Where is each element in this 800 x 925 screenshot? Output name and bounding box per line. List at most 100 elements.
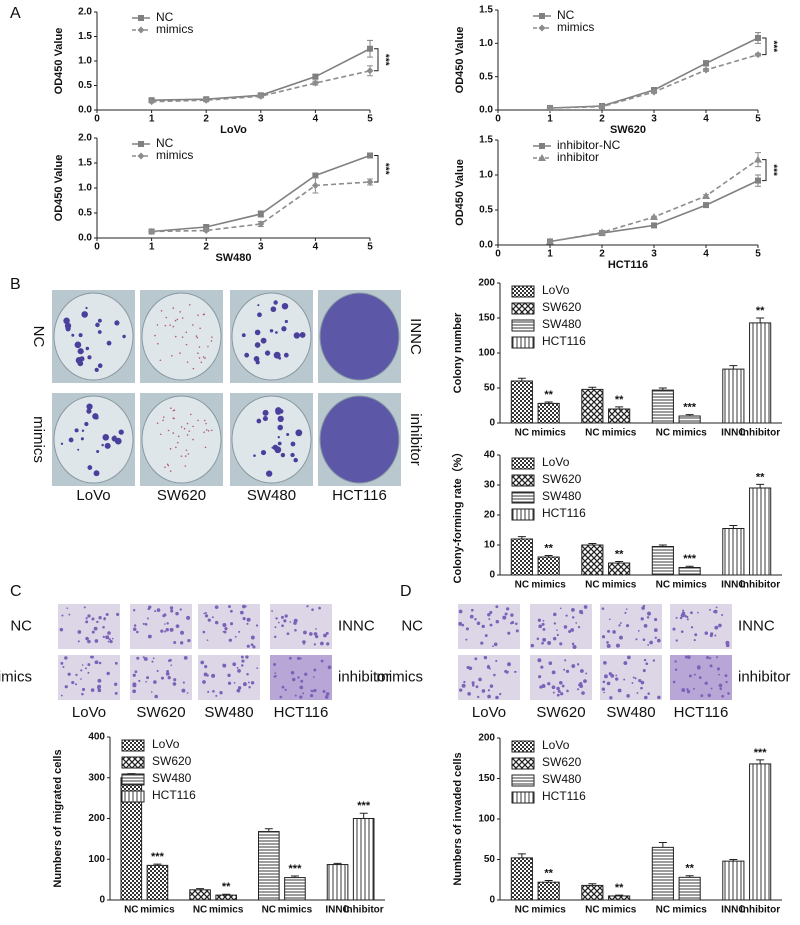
cell: [507, 632, 510, 635]
error-bar: [588, 543, 597, 545]
x-tick-label: mimics: [602, 428, 637, 439]
cell: [609, 696, 613, 700]
cell: [709, 664, 713, 668]
colony: [197, 419, 199, 422]
colony: [254, 329, 261, 336]
y-tick-label: 1.0: [479, 38, 493, 49]
cell: [552, 636, 557, 641]
cell: [98, 616, 102, 620]
cell: [97, 688, 102, 693]
colony: [87, 355, 92, 360]
cell: [493, 642, 498, 647]
cell: [111, 637, 114, 640]
panel-label: D: [400, 583, 412, 600]
colony: [260, 337, 267, 344]
cell: [247, 681, 250, 684]
y-tick-label: 200: [88, 813, 105, 824]
cell: [252, 645, 256, 649]
colony: [241, 333, 246, 338]
colony: [256, 418, 262, 424]
cell: [64, 685, 68, 689]
cell: [643, 658, 647, 662]
cell: [105, 635, 110, 640]
cell: [483, 655, 488, 660]
cell: [679, 616, 683, 620]
point: [257, 220, 265, 228]
cell: [87, 639, 91, 644]
cell: [476, 621, 481, 626]
colony: [290, 452, 295, 458]
cell: [240, 655, 244, 659]
bar: [510, 380, 533, 424]
legend-swatch: [511, 740, 535, 753]
significance: **: [756, 471, 765, 483]
colony: [278, 409, 284, 414]
x-tick-label: mimics: [672, 905, 707, 916]
cell: [250, 681, 255, 685]
cell: [85, 636, 89, 641]
cell: [626, 694, 630, 698]
colony: [71, 333, 75, 337]
colony: [177, 435, 180, 438]
legend-swatch: [121, 756, 145, 769]
x-tick-label: NC: [585, 428, 599, 439]
point: [366, 178, 374, 186]
cell: [96, 685, 101, 690]
cell: [721, 694, 725, 698]
colony: [188, 430, 191, 432]
colony: [195, 335, 198, 337]
cell: [164, 623, 166, 625]
plate: [141, 292, 222, 381]
column-label: SW480: [247, 487, 296, 504]
cell: [68, 613, 71, 616]
colony: [295, 429, 303, 437]
cell: [552, 691, 555, 694]
cell: [219, 691, 223, 695]
cell: [580, 669, 584, 673]
colony: [277, 441, 282, 446]
colony: [85, 346, 90, 351]
cell: [575, 622, 578, 624]
cell: [536, 637, 540, 640]
cell: [675, 616, 678, 619]
cell: [62, 666, 65, 669]
cell: [538, 675, 542, 679]
error-bar: [729, 365, 738, 370]
cell: [495, 695, 499, 700]
point: [702, 192, 710, 199]
error-bar: [517, 853, 526, 858]
colony: [186, 422, 189, 425]
x-tick-label: 4: [703, 249, 709, 260]
photo: [198, 655, 260, 700]
cell: [492, 645, 494, 648]
photo: [130, 604, 192, 649]
cell: [686, 690, 691, 694]
cell: [467, 692, 471, 696]
photo: [130, 655, 192, 700]
cell: [309, 632, 313, 636]
cell: [166, 669, 170, 673]
cell: [484, 634, 488, 637]
cell: [207, 690, 210, 693]
colony: [281, 326, 287, 332]
cell: [255, 624, 259, 627]
cell: [539, 685, 543, 689]
cell: [559, 607, 562, 610]
colony: [244, 352, 250, 358]
y-tick-label: 0.5: [78, 208, 92, 219]
x-tick-label: inhibitor: [344, 905, 384, 916]
bar: [189, 889, 211, 901]
colony: [180, 426, 183, 428]
cell: [146, 617, 149, 620]
y-tick-label: 1.0: [78, 183, 92, 194]
significance: ***: [289, 863, 303, 875]
cell: [697, 611, 699, 614]
cell: [144, 622, 148, 626]
x-tick-label: 0: [495, 114, 501, 125]
cell: [81, 692, 84, 696]
cell: [246, 622, 249, 625]
legend-label: LoVo: [542, 283, 570, 297]
cell: [583, 679, 587, 683]
legend-label: inhibitor: [557, 150, 599, 164]
x-tick-label: NC: [656, 905, 670, 916]
